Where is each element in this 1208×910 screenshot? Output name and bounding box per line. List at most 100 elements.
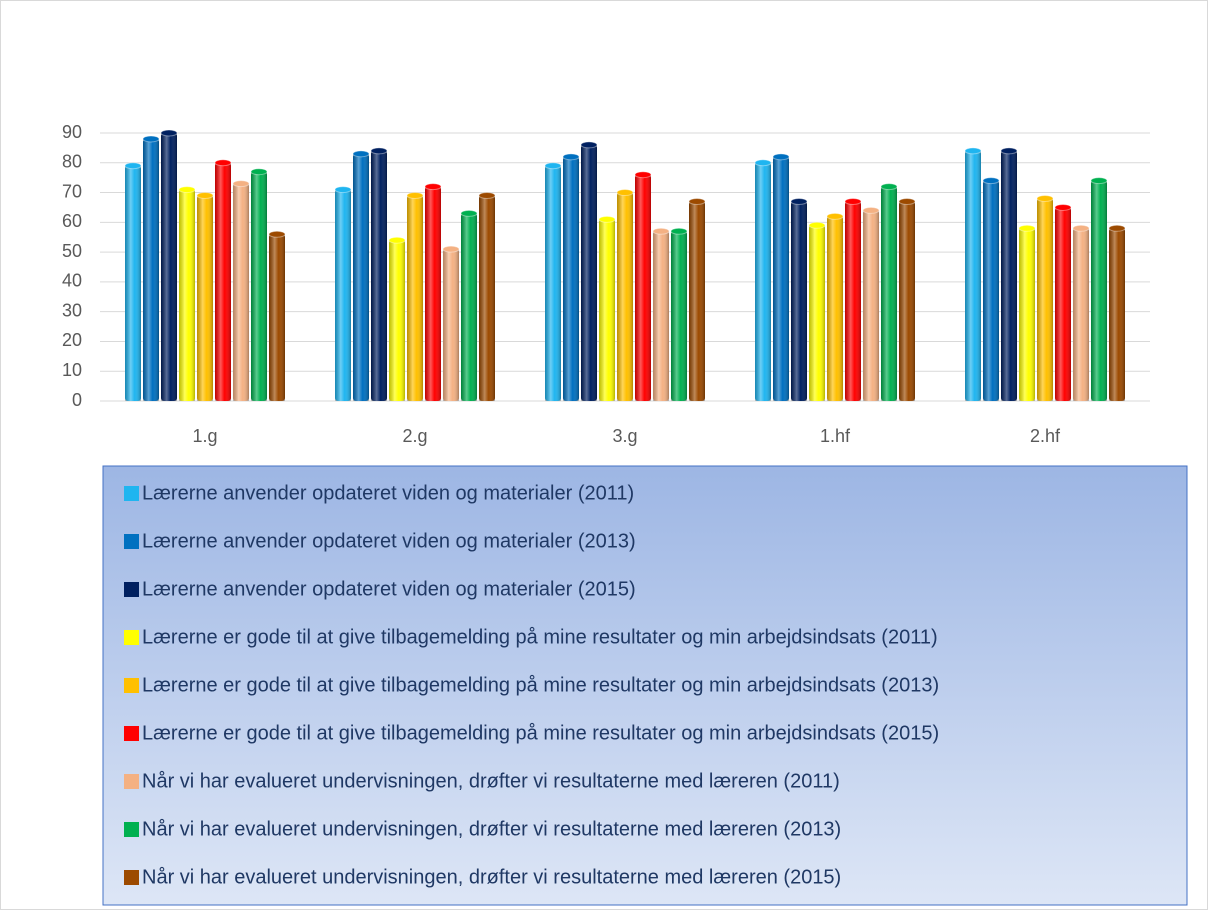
legend-swatch <box>124 630 139 645</box>
y-tick-label: 0 <box>72 390 82 410</box>
legend-label: Når vi har evalueret undervisningen, drø… <box>142 818 841 840</box>
bar-shading <box>1073 228 1089 401</box>
legend-label: Når vi har evalueret undervisningen, drø… <box>142 770 840 792</box>
bar-shading <box>251 171 267 401</box>
y-tick-label: 70 <box>62 181 82 201</box>
bar-shading <box>161 133 177 401</box>
bar-cap <box>334 186 352 194</box>
bar-cap <box>1036 195 1054 203</box>
legend-swatch <box>124 678 139 693</box>
bar-cap <box>982 177 1000 185</box>
bar-shading <box>791 201 807 401</box>
bar-shading <box>479 195 495 401</box>
bar-shading <box>407 195 423 401</box>
bar-cap <box>772 153 790 161</box>
bar-shading <box>755 162 771 401</box>
bar-shading <box>371 150 387 401</box>
bar-cap <box>634 171 652 179</box>
bar-shading <box>197 195 213 401</box>
bar-cap <box>688 197 706 205</box>
bar-shading <box>827 216 843 401</box>
bar-shading <box>125 165 141 401</box>
y-tick-label: 90 <box>62 122 82 142</box>
bar-cap <box>370 147 388 155</box>
bar-cap <box>388 236 406 244</box>
bar-cap <box>1108 224 1126 232</box>
legend-label: Lærerne anvender opdateret viden og mate… <box>142 482 634 504</box>
y-tick-label: 10 <box>62 360 82 380</box>
bar-shading <box>353 153 369 401</box>
bar-shading <box>563 156 579 401</box>
bar-cap <box>754 159 772 167</box>
bar-shading <box>581 144 597 401</box>
x-tick-label: 2.g <box>402 426 427 446</box>
bar-cap <box>232 180 250 188</box>
bar-cap <box>160 129 178 137</box>
bar-cap <box>598 215 616 223</box>
legend-swatch <box>124 486 139 501</box>
bar-cap <box>790 197 808 205</box>
bar-shading <box>845 201 861 401</box>
bar-shading <box>143 138 159 401</box>
bar-shading <box>599 219 615 401</box>
bar-cap <box>652 227 670 235</box>
bar-shading <box>1037 198 1053 401</box>
bar-shading <box>773 156 789 401</box>
bar-shading <box>1055 207 1071 401</box>
legend-swatch <box>124 534 139 549</box>
x-tick-label: 3.g <box>612 426 637 446</box>
legend-label: Når vi har evalueret undervisningen, drø… <box>142 866 841 888</box>
x-tick-label: 1.hf <box>820 426 851 446</box>
bar-shading <box>671 231 687 401</box>
bar-shading <box>179 189 195 401</box>
bar-cap <box>562 153 580 161</box>
x-tick-label: 1.g <box>192 426 217 446</box>
bar-shading <box>863 210 879 401</box>
legend-label: Lærerne er gode til at give tilbagemeldi… <box>142 626 938 648</box>
bar-shading <box>389 240 405 401</box>
bar-shading <box>635 174 651 401</box>
bar-shading <box>461 213 477 401</box>
y-tick-label: 20 <box>62 330 82 350</box>
bar-cap <box>460 209 478 217</box>
bar-cap <box>580 141 598 149</box>
bar-shading <box>965 150 981 401</box>
bar-shading <box>425 186 441 401</box>
bar-shading <box>653 231 669 401</box>
bar-shading <box>983 180 999 401</box>
bar-cap <box>808 221 826 229</box>
bar-shading <box>617 192 633 401</box>
legend-swatch <box>124 726 139 741</box>
bar-cap <box>616 189 634 197</box>
bar-shading <box>233 183 249 401</box>
bar-cap <box>862 206 880 214</box>
bar-cap <box>880 183 898 191</box>
bar-cap <box>844 197 862 205</box>
legend-swatch <box>124 870 139 885</box>
legend-swatch <box>124 822 139 837</box>
bar-cap <box>178 186 196 194</box>
y-tick-label: 60 <box>62 211 82 231</box>
legend-label: Lærerne er gode til at give tilbagemeldi… <box>142 722 939 744</box>
bar-cap <box>670 227 688 235</box>
legend-label: Lærerne anvender opdateret viden og mate… <box>142 578 636 600</box>
bar-shading <box>881 186 897 401</box>
bar-cap <box>1018 224 1036 232</box>
bar-cap <box>196 192 214 200</box>
bar-shading <box>215 162 231 401</box>
bar-cap <box>544 162 562 170</box>
bar-cap <box>142 135 160 143</box>
legend-box <box>102 465 1188 906</box>
bar-cap <box>124 162 142 170</box>
y-tick-label: 50 <box>62 241 82 261</box>
bar-cap <box>1090 177 1108 185</box>
bar-cap <box>214 159 232 167</box>
bar-shading <box>1019 228 1035 401</box>
y-tick-label: 40 <box>62 271 82 291</box>
bar-cap <box>1000 147 1018 155</box>
bar-shading <box>1001 150 1017 401</box>
bar-shading <box>689 201 705 401</box>
bar-cap <box>424 183 442 191</box>
legend-label: Lærerne anvender opdateret viden og mate… <box>142 530 636 552</box>
bar-shading <box>899 201 915 401</box>
